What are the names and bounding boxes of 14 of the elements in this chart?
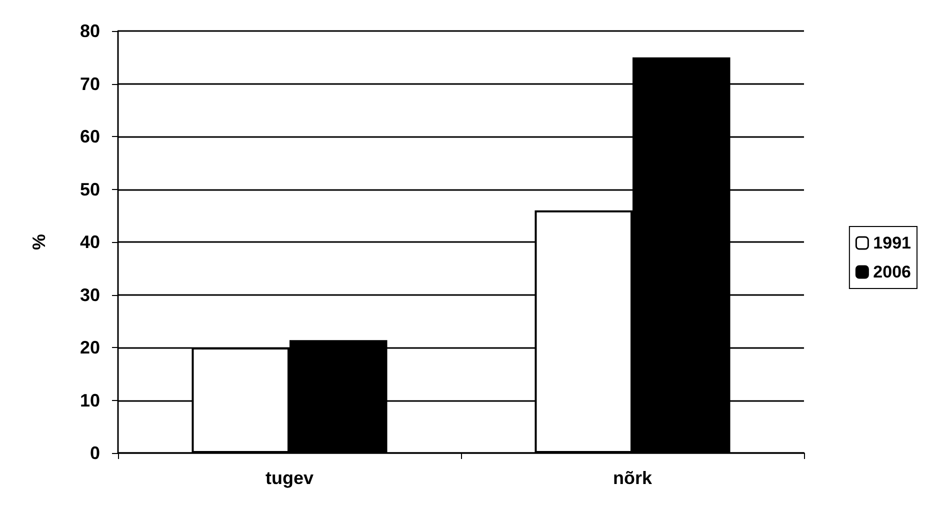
y-tick-label: 30 — [80, 284, 100, 305]
x-tick-label: nõrk — [612, 468, 653, 488]
y-tick-label: 80 — [80, 21, 100, 41]
y-tick-label: 10 — [80, 390, 100, 410]
x-tick-label: tugev — [265, 468, 314, 488]
y-tick-label: 50 — [80, 179, 100, 200]
legend-label: 1991 — [873, 234, 912, 252]
y-tick-label: 60 — [80, 126, 100, 146]
y-tick-label: 20 — [80, 338, 100, 358]
y-tick-label: 70 — [80, 74, 100, 94]
y-axis-title: % — [29, 234, 49, 250]
legend-label: 2006 — [873, 262, 912, 282]
y-tick-label: 0 — [90, 443, 100, 463]
y-tick-label: 40 — [80, 232, 100, 252]
